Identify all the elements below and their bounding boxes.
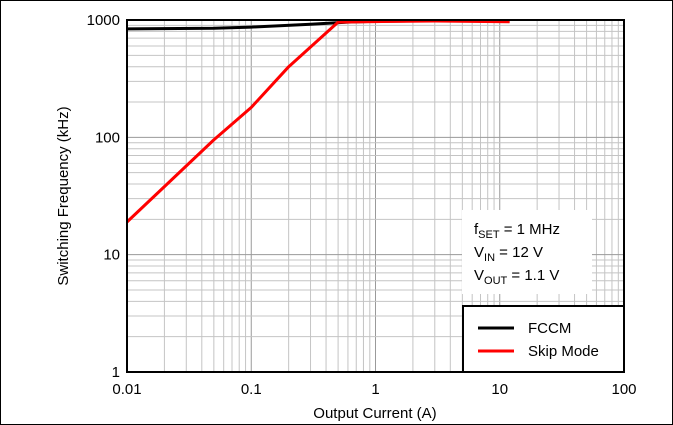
annotation-line: VOUT = 1.1 V [474,267,559,287]
legend-box [462,305,625,373]
y-tick-labels: 1 10 100 1000 [87,12,120,381]
series-line-skip-mode [125,19,510,224]
x-tick-label: 10 [491,381,508,398]
y-tick-label: 10 [103,247,120,264]
y-tick-label: 1 [112,364,120,381]
annotation-line: fSET = 1 MHz [474,221,560,241]
legend: FCCM Skip Mode [462,305,625,373]
grid [127,20,624,372]
legend-label: Skip Mode [528,343,599,360]
x-tick-label: 1 [371,381,379,398]
x-tick-labels: 0.01 0.1 1 10 100 [112,381,636,398]
y-tick-label: 1000 [87,12,120,29]
conditions-annotation: fSET = 1 MHz VIN = 12 V VOUT = 1.1 V [462,210,592,294]
annotation-line: VIN = 12 V [474,244,543,264]
y-tick-label: 100 [95,129,120,146]
legend-label: FCCM [528,320,571,337]
x-tick-label: 0.1 [241,381,262,398]
annotation-box [462,210,592,294]
x-tick-label: 100 [611,381,636,398]
x-tick-label: 0.01 [112,381,141,398]
y-axis-title: Switching Frequency (kHz) [55,106,72,285]
x-axis-title: Output Current (A) [313,405,436,422]
plot-frame [126,19,625,373]
